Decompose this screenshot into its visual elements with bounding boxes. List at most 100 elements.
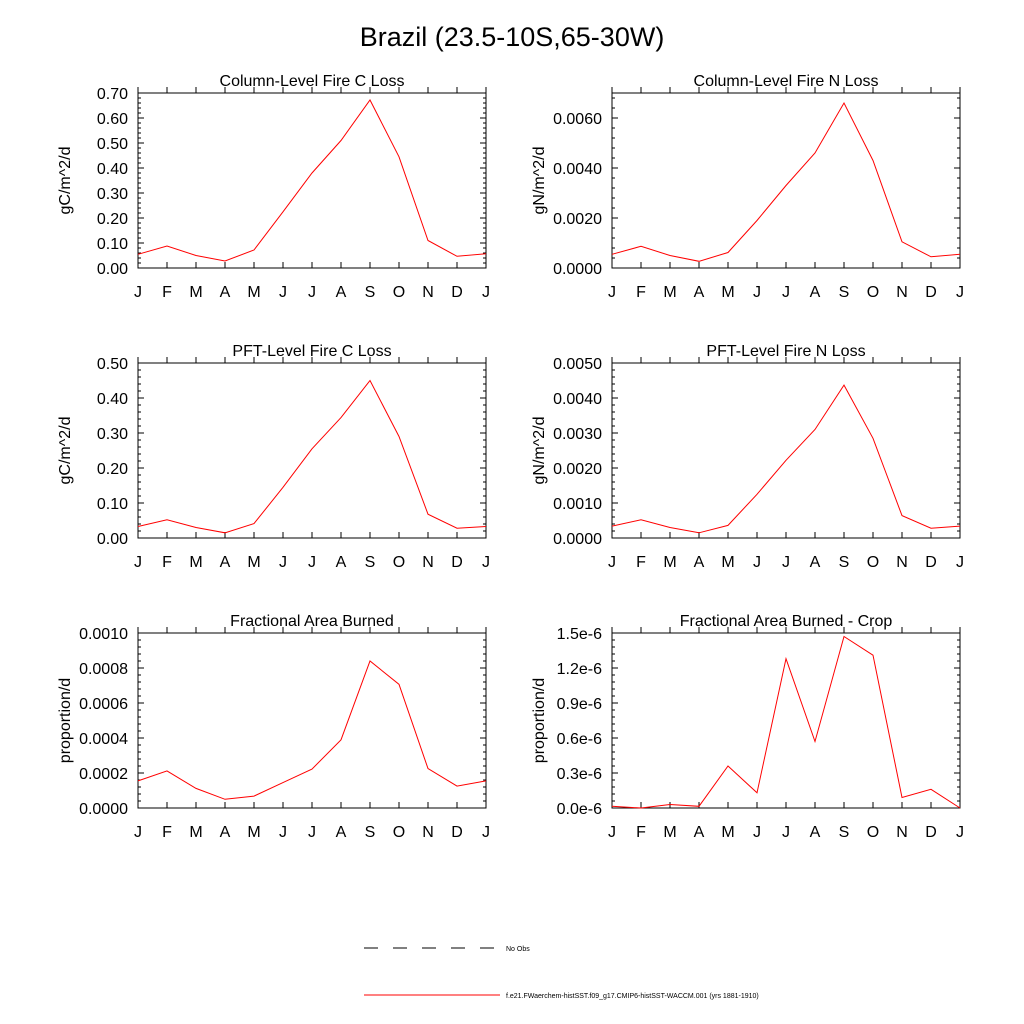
panel-title: Column-Level Fire C Loss — [220, 73, 405, 90]
x-tick-label: N — [422, 824, 434, 841]
x-tick-label: S — [839, 824, 850, 841]
data-point — [959, 807, 961, 809]
y-tick-label: 0.0030 — [553, 426, 602, 443]
data-point — [456, 785, 458, 787]
data-point — [282, 486, 284, 488]
y-tick-label: 0.30 — [97, 186, 128, 203]
legend-label-no-obs: No Obs — [506, 946, 530, 953]
y-tick-label: 0.0000 — [79, 801, 128, 818]
data-point — [369, 99, 371, 101]
data-point — [959, 525, 961, 527]
y-tick-label: 0.9e-6 — [557, 696, 602, 713]
x-tick-label: J — [308, 554, 316, 571]
x-tick-label: J — [608, 824, 616, 841]
data-point — [901, 241, 903, 243]
x-tick-label: J — [134, 284, 142, 301]
x-tick-label: M — [663, 824, 676, 841]
data-point — [427, 239, 429, 241]
x-tick-label: J — [782, 284, 790, 301]
data-point — [253, 249, 255, 251]
y-tick-label: 0.50 — [97, 136, 128, 153]
x-tick-label: A — [336, 824, 347, 841]
y-tick-label: 0.0010 — [553, 496, 602, 513]
x-tick-label: A — [810, 554, 821, 571]
y-axis-label: gN/m^2/d — [531, 147, 548, 215]
data-point — [756, 792, 758, 794]
data-point — [195, 787, 197, 789]
data-point — [485, 780, 487, 782]
data-point — [669, 803, 671, 805]
x-tick-label: O — [393, 824, 405, 841]
data-point — [872, 654, 874, 656]
data-point — [340, 139, 342, 141]
x-tick-label: J — [279, 554, 287, 571]
x-tick-label: M — [247, 554, 260, 571]
data-point — [872, 159, 874, 161]
y-tick-label: 0.0000 — [553, 261, 602, 278]
x-tick-label: S — [839, 284, 850, 301]
data-point — [814, 428, 816, 430]
x-tick-label: D — [925, 824, 937, 841]
x-tick-label: A — [810, 284, 821, 301]
x-tick-label: N — [896, 554, 908, 571]
y-tick-label: 0.00 — [97, 261, 128, 278]
data-point — [427, 513, 429, 515]
x-tick-label: J — [956, 284, 964, 301]
y-axis-label: gC/m^2/d — [57, 147, 74, 215]
plot-frame — [611, 362, 961, 539]
x-tick-label: J — [279, 824, 287, 841]
data-point — [137, 253, 139, 255]
panel-title: Fractional Area Burned — [230, 613, 394, 630]
y-axis-label: gN/m^2/d — [531, 417, 548, 485]
data-point — [843, 635, 845, 637]
data-point — [872, 437, 874, 439]
data-point — [785, 184, 787, 186]
data-point — [901, 796, 903, 798]
x-tick-label: D — [925, 554, 937, 571]
data-point — [311, 172, 313, 174]
x-tick-label: M — [247, 284, 260, 301]
data-point — [901, 514, 903, 516]
x-tick-label: M — [247, 824, 260, 841]
x-tick-label: M — [189, 824, 202, 841]
x-tick-label: A — [694, 554, 705, 571]
x-tick-label: F — [162, 554, 172, 571]
data-point — [611, 525, 613, 527]
panel-title: PFT-Level Fire N Loss — [706, 343, 865, 360]
data-point — [282, 781, 284, 783]
panel-title: Column-Level Fire N Loss — [694, 73, 879, 90]
data-point — [398, 683, 400, 685]
data-point — [669, 526, 671, 528]
page-title: Brazil (23.5-10S,65-30W) — [359, 22, 665, 52]
data-point — [166, 245, 168, 247]
y-tick-label: 1.2e-6 — [557, 661, 602, 678]
plot-frame — [137, 92, 487, 269]
data-point — [195, 254, 197, 256]
data-point — [369, 379, 371, 381]
data-point — [224, 798, 226, 800]
x-tick-label: A — [220, 284, 231, 301]
data-point — [640, 807, 642, 809]
x-tick-label: J — [308, 824, 316, 841]
data-point — [485, 253, 487, 255]
x-tick-label: M — [663, 554, 676, 571]
x-tick-label: N — [422, 284, 434, 301]
x-tick-label: O — [867, 284, 879, 301]
x-tick-label: D — [925, 284, 937, 301]
data-point — [253, 522, 255, 524]
data-point — [930, 527, 932, 529]
y-axis-label: gC/m^2/d — [57, 417, 74, 485]
y-tick-label: 0.10 — [97, 236, 128, 253]
data-point — [485, 525, 487, 527]
plot-frame — [137, 362, 487, 539]
x-tick-label: J — [134, 554, 142, 571]
x-tick-label: J — [782, 554, 790, 571]
x-tick-label: J — [482, 824, 490, 841]
data-point — [369, 660, 371, 662]
x-tick-label: M — [721, 824, 734, 841]
x-tick-label: J — [279, 284, 287, 301]
data-point — [166, 519, 168, 521]
